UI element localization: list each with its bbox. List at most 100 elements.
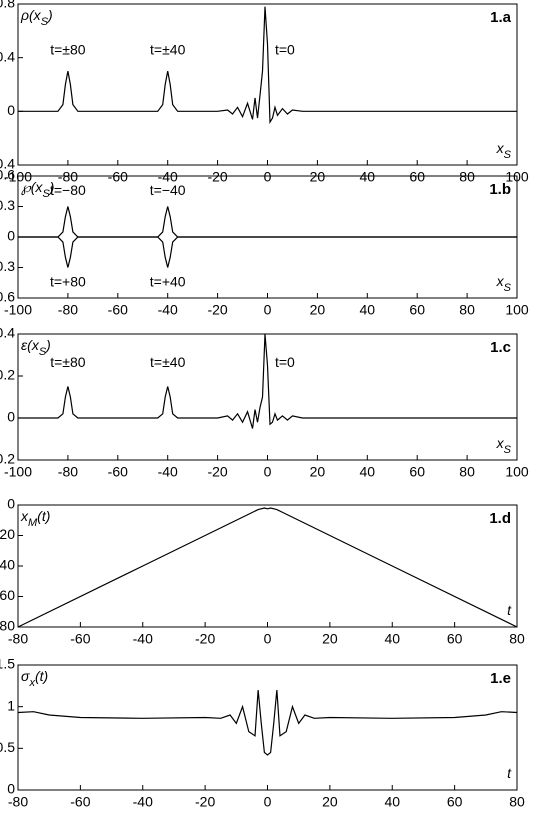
y-tick-label: 0.3	[0, 197, 15, 213]
x-tick-label: 0	[264, 169, 272, 185]
curve	[18, 206, 517, 238]
label-part: ℘(x	[21, 179, 43, 196]
x-tick-label: 40	[360, 169, 376, 185]
x-tick-label: -20	[207, 169, 227, 185]
label-part: t	[507, 602, 512, 618]
x-tick-label: 80	[459, 169, 475, 185]
label-part: (t)	[37, 508, 50, 524]
y-axis-label: xM(t)	[20, 508, 50, 529]
label-subscript: S	[504, 444, 512, 456]
panel-label: 1.c	[490, 339, 511, 356]
x-tick-label: -100	[4, 464, 32, 480]
y-tick-label: -0.4	[0, 156, 15, 172]
x-tick-label: -60	[108, 169, 128, 185]
curve	[17, 507, 518, 628]
plot-frame	[17, 3, 518, 166]
x-tick-label: -40	[133, 631, 153, 647]
x-tick-label: 0	[264, 302, 272, 318]
x-tick-label: 40	[360, 464, 376, 480]
x-tick-label: -60	[108, 302, 128, 318]
x-tick-label: -40	[158, 169, 178, 185]
plot-frame	[17, 664, 518, 791]
y-tick-label: -0.3	[0, 258, 15, 274]
label-part: x	[496, 435, 505, 451]
label-part: )	[48, 179, 55, 195]
y-tick-label: 0.5	[0, 739, 15, 755]
y-tick-label: -0.6	[0, 289, 15, 305]
annotation: t=0	[275, 354, 295, 370]
x-tick-label: 100	[505, 302, 529, 318]
y-tick-label: 0	[7, 496, 15, 512]
y-tick-label: 0.2	[0, 367, 15, 383]
y-tick-label: -0.2	[0, 451, 15, 467]
label-part: )	[46, 7, 53, 23]
x-tick-label: 20	[310, 302, 326, 318]
x-tick-label: -20	[195, 794, 215, 810]
y-tick-label: 1	[7, 697, 15, 713]
plot-frame	[17, 504, 518, 628]
x-axis-label: xS	[496, 273, 512, 294]
label-subscript: S	[504, 282, 512, 294]
label-part: σ	[21, 668, 30, 684]
x-tick-label: 40	[360, 302, 376, 318]
x-tick-label: 60	[409, 169, 425, 185]
label-subscript: S	[504, 149, 512, 161]
annotation: t=±40	[150, 42, 186, 58]
label-part: ε(x	[21, 337, 40, 353]
y-tick-label: 0.6	[0, 167, 15, 183]
curve	[18, 333, 517, 429]
label-subscript: M	[28, 517, 38, 529]
y-tick-label: 0.4	[0, 325, 15, 341]
x-tick-label: 60	[409, 464, 425, 480]
y-axis-label: ε(xS)	[21, 337, 51, 358]
x-tick-label: -80	[58, 464, 78, 480]
label-subscript: S	[42, 188, 50, 200]
annotation: t=±80	[50, 42, 86, 58]
x-tick-label: 0	[264, 794, 272, 810]
x-tick-label: -80	[8, 794, 28, 810]
label-part: x	[496, 273, 505, 289]
x-tick-label: -20	[207, 464, 227, 480]
x-tick-label: 60	[447, 794, 463, 810]
x-tick-label: 0	[264, 631, 272, 647]
x-tick-label: 0	[264, 464, 272, 480]
y-tick-label: 60	[0, 587, 15, 603]
x-tick-label: -60	[70, 794, 90, 810]
x-tick-label: 80	[509, 631, 525, 647]
label-part: x	[496, 140, 505, 156]
panel-label: 1.b	[489, 181, 511, 198]
y-axis-label: ρ(xS)	[20, 7, 53, 28]
panel-label: 1.d	[489, 510, 511, 527]
y-axis-label: ℘(xS)	[21, 179, 54, 200]
annotation: t=+80	[50, 273, 86, 289]
curve	[18, 236, 517, 268]
x-tick-label: -40	[158, 464, 178, 480]
label-part: x	[20, 508, 29, 524]
x-tick-label: 20	[310, 169, 326, 185]
x-tick-label: -20	[195, 631, 215, 647]
y-tick-label: 0	[7, 409, 15, 425]
x-axis-label: xS	[496, 140, 512, 161]
x-tick-label: 100	[505, 464, 529, 480]
x-tick-label: 40	[384, 794, 400, 810]
y-tick-label: 0	[7, 781, 15, 797]
y-axis-label: σx(t)	[21, 668, 48, 689]
annotation: t=±40	[150, 354, 186, 370]
y-tick-label: 0.8	[0, 0, 15, 11]
y-tick-label: 20	[0, 526, 15, 542]
label-part: t	[507, 765, 512, 781]
curve	[17, 689, 518, 756]
y-tick-label: 0	[7, 102, 15, 118]
label-subscript: S	[39, 346, 47, 358]
curve	[18, 6, 517, 125]
annotation: t=+40	[150, 273, 186, 289]
label-subscript: S	[41, 16, 49, 28]
x-tick-label: -100	[4, 302, 32, 318]
y-tick-label: 0	[7, 228, 15, 244]
label-part: ρ(x	[20, 7, 42, 23]
panel-label: 1.a	[490, 9, 512, 26]
x-tick-label: 20	[310, 464, 326, 480]
label-part: )	[44, 337, 51, 353]
plot-frame	[17, 333, 518, 461]
